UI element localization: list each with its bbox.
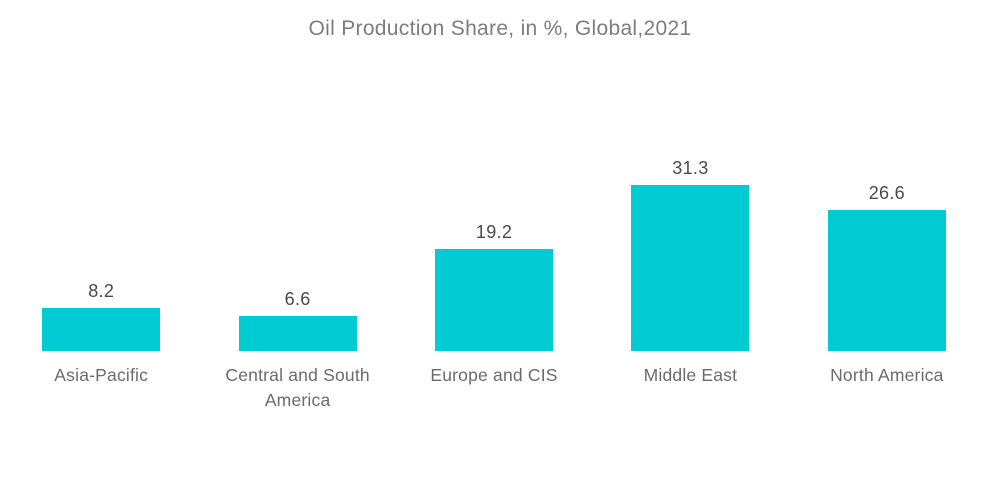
bar	[631, 185, 750, 351]
bar-column: 31.3 Middle East	[592, 60, 788, 504]
plot-area: 8.2 Asia-Pacific 6.6 Central and South A…	[3, 60, 985, 504]
chart-title: Oil Production Share, in %, Global,2021	[308, 17, 692, 40]
bar-value-label: 31.3	[672, 158, 709, 178]
category-label: Asia-Pacific	[54, 365, 149, 385]
bar-value-label: 8.2	[88, 281, 115, 301]
bar-column: 6.6 Central and South America	[199, 60, 395, 504]
category-label: North America	[830, 365, 944, 385]
category-label: Middle East	[643, 365, 738, 385]
bar	[827, 210, 946, 351]
category-label: Central and South America	[225, 365, 370, 410]
bar	[42, 308, 161, 351]
bar-value-label: 26.6	[868, 183, 905, 203]
bar	[435, 249, 554, 351]
category-label: Europe and CIS	[430, 365, 558, 385]
bar	[238, 316, 357, 351]
bar-value-label: 6.6	[284, 289, 311, 309]
bar-column: 8.2 Asia-Pacific	[3, 60, 199, 504]
bar-column: 26.6 North America	[789, 60, 985, 504]
bar-value-label: 19.2	[475, 222, 513, 242]
bar-column: 19.2 Europe and CIS	[396, 60, 592, 504]
